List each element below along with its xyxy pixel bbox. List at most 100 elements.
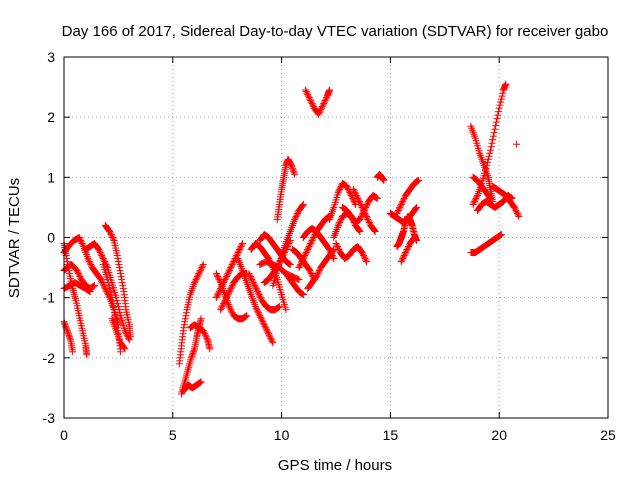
data-point: [212, 294, 220, 302]
data-point: [201, 331, 209, 339]
data-point: [380, 176, 388, 184]
data-point: [332, 240, 340, 248]
data-point: [414, 177, 422, 185]
data-point: [336, 217, 344, 225]
data-point: [247, 274, 255, 282]
data-point: [344, 184, 352, 192]
data-point: [359, 205, 367, 213]
data-point: [230, 256, 238, 264]
data-point: [502, 80, 510, 88]
data-point: [491, 125, 499, 133]
data-point: [319, 101, 327, 109]
data-point: [213, 271, 221, 279]
data-point: [182, 309, 190, 317]
data-point: [315, 110, 323, 118]
data-point: [122, 328, 130, 336]
data-point: [405, 243, 413, 251]
x-axis-label: GPS time / hours: [278, 457, 392, 474]
data-point: [483, 161, 491, 169]
data-point: [298, 290, 306, 298]
data-point: [196, 378, 204, 386]
data-point: [308, 237, 316, 245]
data-point: [98, 277, 106, 285]
data-point: [321, 97, 329, 105]
data-point: [305, 94, 313, 102]
data-point: [398, 256, 406, 264]
data-point: [282, 306, 290, 314]
data-point: [291, 170, 299, 178]
data-point: [180, 321, 188, 329]
data-point: [510, 203, 518, 211]
data-point: [334, 244, 342, 252]
data-point: [330, 255, 338, 263]
y-tick-label: 0: [47, 230, 55, 246]
data-point: [249, 277, 257, 285]
data-point: [86, 259, 94, 267]
data-point: [196, 268, 204, 276]
data-point: [197, 265, 205, 273]
data-point: [75, 270, 83, 278]
data-point: [125, 334, 133, 342]
data-point: [199, 327, 207, 335]
data-point: [104, 289, 112, 297]
data-point: [203, 334, 211, 342]
data-point: [187, 354, 195, 362]
data-point: [121, 345, 129, 353]
data-point: [296, 261, 304, 269]
data-point: [310, 232, 318, 240]
data-point: [297, 259, 305, 267]
data-point: [75, 234, 83, 241]
data-point: [396, 203, 404, 211]
data-point: [351, 188, 359, 196]
data-point: [397, 258, 405, 266]
x-tick-label: 15: [383, 427, 399, 443]
data-point: [251, 283, 259, 291]
data-point: [294, 209, 302, 217]
data-point: [108, 232, 116, 240]
data-point: [228, 261, 236, 269]
data-point: [307, 98, 315, 106]
data-point: [314, 270, 322, 278]
data-point: [120, 344, 128, 352]
data-point: [265, 330, 273, 338]
data-point: [226, 265, 234, 273]
data-point: [349, 185, 357, 193]
data-point: [497, 95, 505, 103]
data-point: [254, 289, 262, 297]
data-point: [307, 240, 315, 248]
data-point: [361, 255, 369, 263]
data-point: [402, 247, 410, 255]
data-point: [228, 282, 236, 290]
data-point: [336, 185, 344, 193]
data-point: [400, 252, 408, 260]
data-point: [315, 267, 323, 275]
data-point: [89, 283, 97, 291]
data-point: [225, 289, 233, 297]
data-point: [496, 101, 504, 109]
x-tick-label: 0: [60, 427, 68, 443]
data-point: [307, 268, 315, 276]
data-point: [360, 253, 368, 261]
data-point: [258, 316, 266, 324]
data-point: [78, 240, 86, 248]
data-point: [87, 261, 95, 269]
data-point: [488, 139, 496, 147]
data-point: [225, 288, 233, 296]
data-point: [336, 218, 344, 226]
data-point: [315, 268, 323, 276]
data-point: [399, 197, 407, 205]
data-point: [90, 282, 98, 290]
data-point: [219, 301, 227, 309]
data-point: [236, 246, 244, 254]
data-point: [274, 304, 282, 312]
data-point: [265, 331, 273, 339]
data-point: [494, 111, 502, 119]
data-point: [334, 221, 342, 229]
data-point: [355, 226, 363, 234]
y-tick-labels: -3 -2 -1 0 1 2 3: [43, 49, 56, 426]
data-point: [318, 103, 326, 111]
data-point: [262, 325, 270, 333]
data-point: [299, 201, 307, 209]
data-point: [290, 167, 298, 175]
data-point: [514, 211, 522, 219]
